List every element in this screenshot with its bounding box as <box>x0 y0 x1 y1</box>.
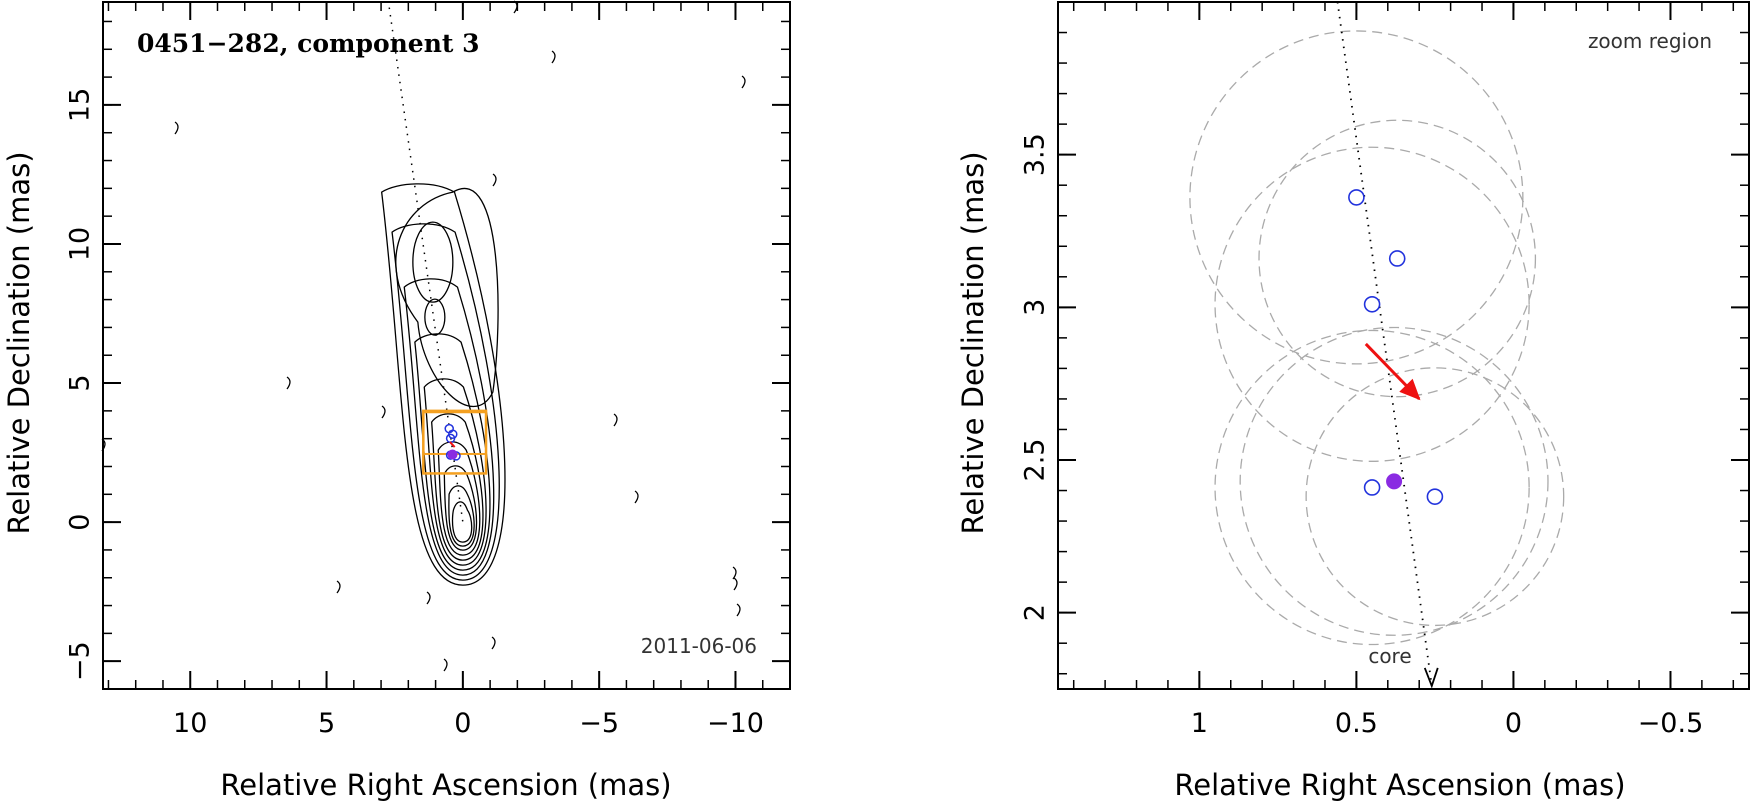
motion-vector-arrowhead <box>1399 378 1421 401</box>
jet-axis-line <box>1336 1 1433 687</box>
left-ylabel: Relative Declination (mas) <box>2 151 36 534</box>
left-y-tick-label: 15 <box>65 88 96 122</box>
core-label: core <box>1368 644 1411 668</box>
right-x-tick-label: 0.5 <box>1335 708 1378 739</box>
error-circle <box>1214 146 1530 462</box>
noise-contour <box>336 580 341 594</box>
noise-contour <box>426 591 431 605</box>
fit-point-marker <box>1388 250 1406 267</box>
noise-contour <box>613 413 618 427</box>
noise-contour <box>634 490 639 504</box>
error-circle <box>1239 326 1549 636</box>
contour-level-7 <box>414 333 491 571</box>
mean-point-marker <box>447 449 458 460</box>
noise-contour <box>741 75 746 89</box>
left-xlabel: Relative Right Ascension (mas) <box>220 768 671 802</box>
zoom-panel: 1 0.5 0 −0.5 2 2.5 3 3.5 zoom region core Relat… <box>956 1 1750 802</box>
left-x-tick-label: −10 <box>707 708 764 739</box>
contour-level-3 <box>443 465 478 551</box>
right-xlabel: Relative Right Ascension (mas) <box>1174 768 1625 802</box>
contour-knot-ring <box>412 221 454 303</box>
right-y-tick-label: 3.5 <box>1020 133 1051 176</box>
contour-knot-core <box>424 298 446 336</box>
motion-vector <box>449 441 456 448</box>
noise-contour <box>732 566 737 580</box>
source-title: 0451−282, component 3 <box>137 29 480 58</box>
core-direction-arrowhead <box>1423 667 1439 689</box>
left-axis-ticks: 10 5 0 −5 −10 −5 0 5 10 15 <box>65 2 791 739</box>
zoom-region-label: zoom region <box>1588 29 1712 53</box>
fit-point-marker <box>1348 189 1365 206</box>
epoch-date: 2011-06-06 <box>641 634 757 658</box>
contour-level-9 <box>391 223 500 581</box>
right-overlay-marks <box>1336 1 1444 689</box>
noise-contour <box>733 577 738 591</box>
noise-contour <box>381 405 386 419</box>
right-ylabel: Relative Declination (mas) <box>956 151 990 534</box>
noise-contour <box>443 658 448 672</box>
noise-contour <box>492 173 497 187</box>
contour-level-1 <box>451 501 473 543</box>
right-x-tick-label: −0.5 <box>1638 708 1704 739</box>
noise-contour <box>174 121 179 135</box>
contour-level-2 <box>448 485 475 547</box>
fit-point-marker <box>1426 488 1444 505</box>
left-x-tick-label: 10 <box>173 708 207 739</box>
right-plot-frame <box>1057 1 1750 690</box>
left-y-tick-label: −5 <box>65 641 96 681</box>
noise-contour <box>736 603 741 617</box>
error-circle <box>1305 367 1565 627</box>
noise-contour <box>551 50 556 64</box>
mean-point-marker <box>1386 473 1403 490</box>
noise-contour <box>491 636 496 650</box>
error-circle <box>1258 119 1537 398</box>
right-y-tick-label: 2.5 <box>1020 439 1051 482</box>
contour-level-5 <box>430 413 484 561</box>
contour-level-8 <box>403 278 495 576</box>
right-y-tick-label: 2 <box>1020 604 1051 621</box>
fit-point-marker <box>1363 295 1381 313</box>
left-x-tick-label: −5 <box>579 708 619 739</box>
left-y-tick-label: 0 <box>65 514 96 531</box>
left-x-tick-label: 0 <box>454 708 471 739</box>
left-x-tick-label: 5 <box>318 708 335 739</box>
left-y-tick-label: 5 <box>65 374 96 391</box>
right-x-tick-label: 0 <box>1505 708 1522 739</box>
right-x-tick-label: 1 <box>1191 708 1208 739</box>
contour-map <box>380 183 506 586</box>
right-axis-ticks: 1 0.5 0 −0.5 2 2.5 3 3.5 <box>1020 1 1749 739</box>
contour-jet-knot <box>395 188 499 407</box>
fit-point-marker <box>1363 479 1381 496</box>
right-y-tick-label: 3 <box>1020 299 1051 316</box>
left-y-tick-label: 10 <box>65 227 96 261</box>
left-overlay-marks <box>388 7 488 523</box>
error-circle <box>1214 329 1530 646</box>
contour-level-10 <box>380 183 506 586</box>
noise-contours <box>101 0 746 672</box>
left-plot-frame <box>102 1 791 690</box>
noise-contour <box>286 376 291 390</box>
error-circle <box>1189 30 1524 365</box>
error-circles <box>1189 30 1565 646</box>
